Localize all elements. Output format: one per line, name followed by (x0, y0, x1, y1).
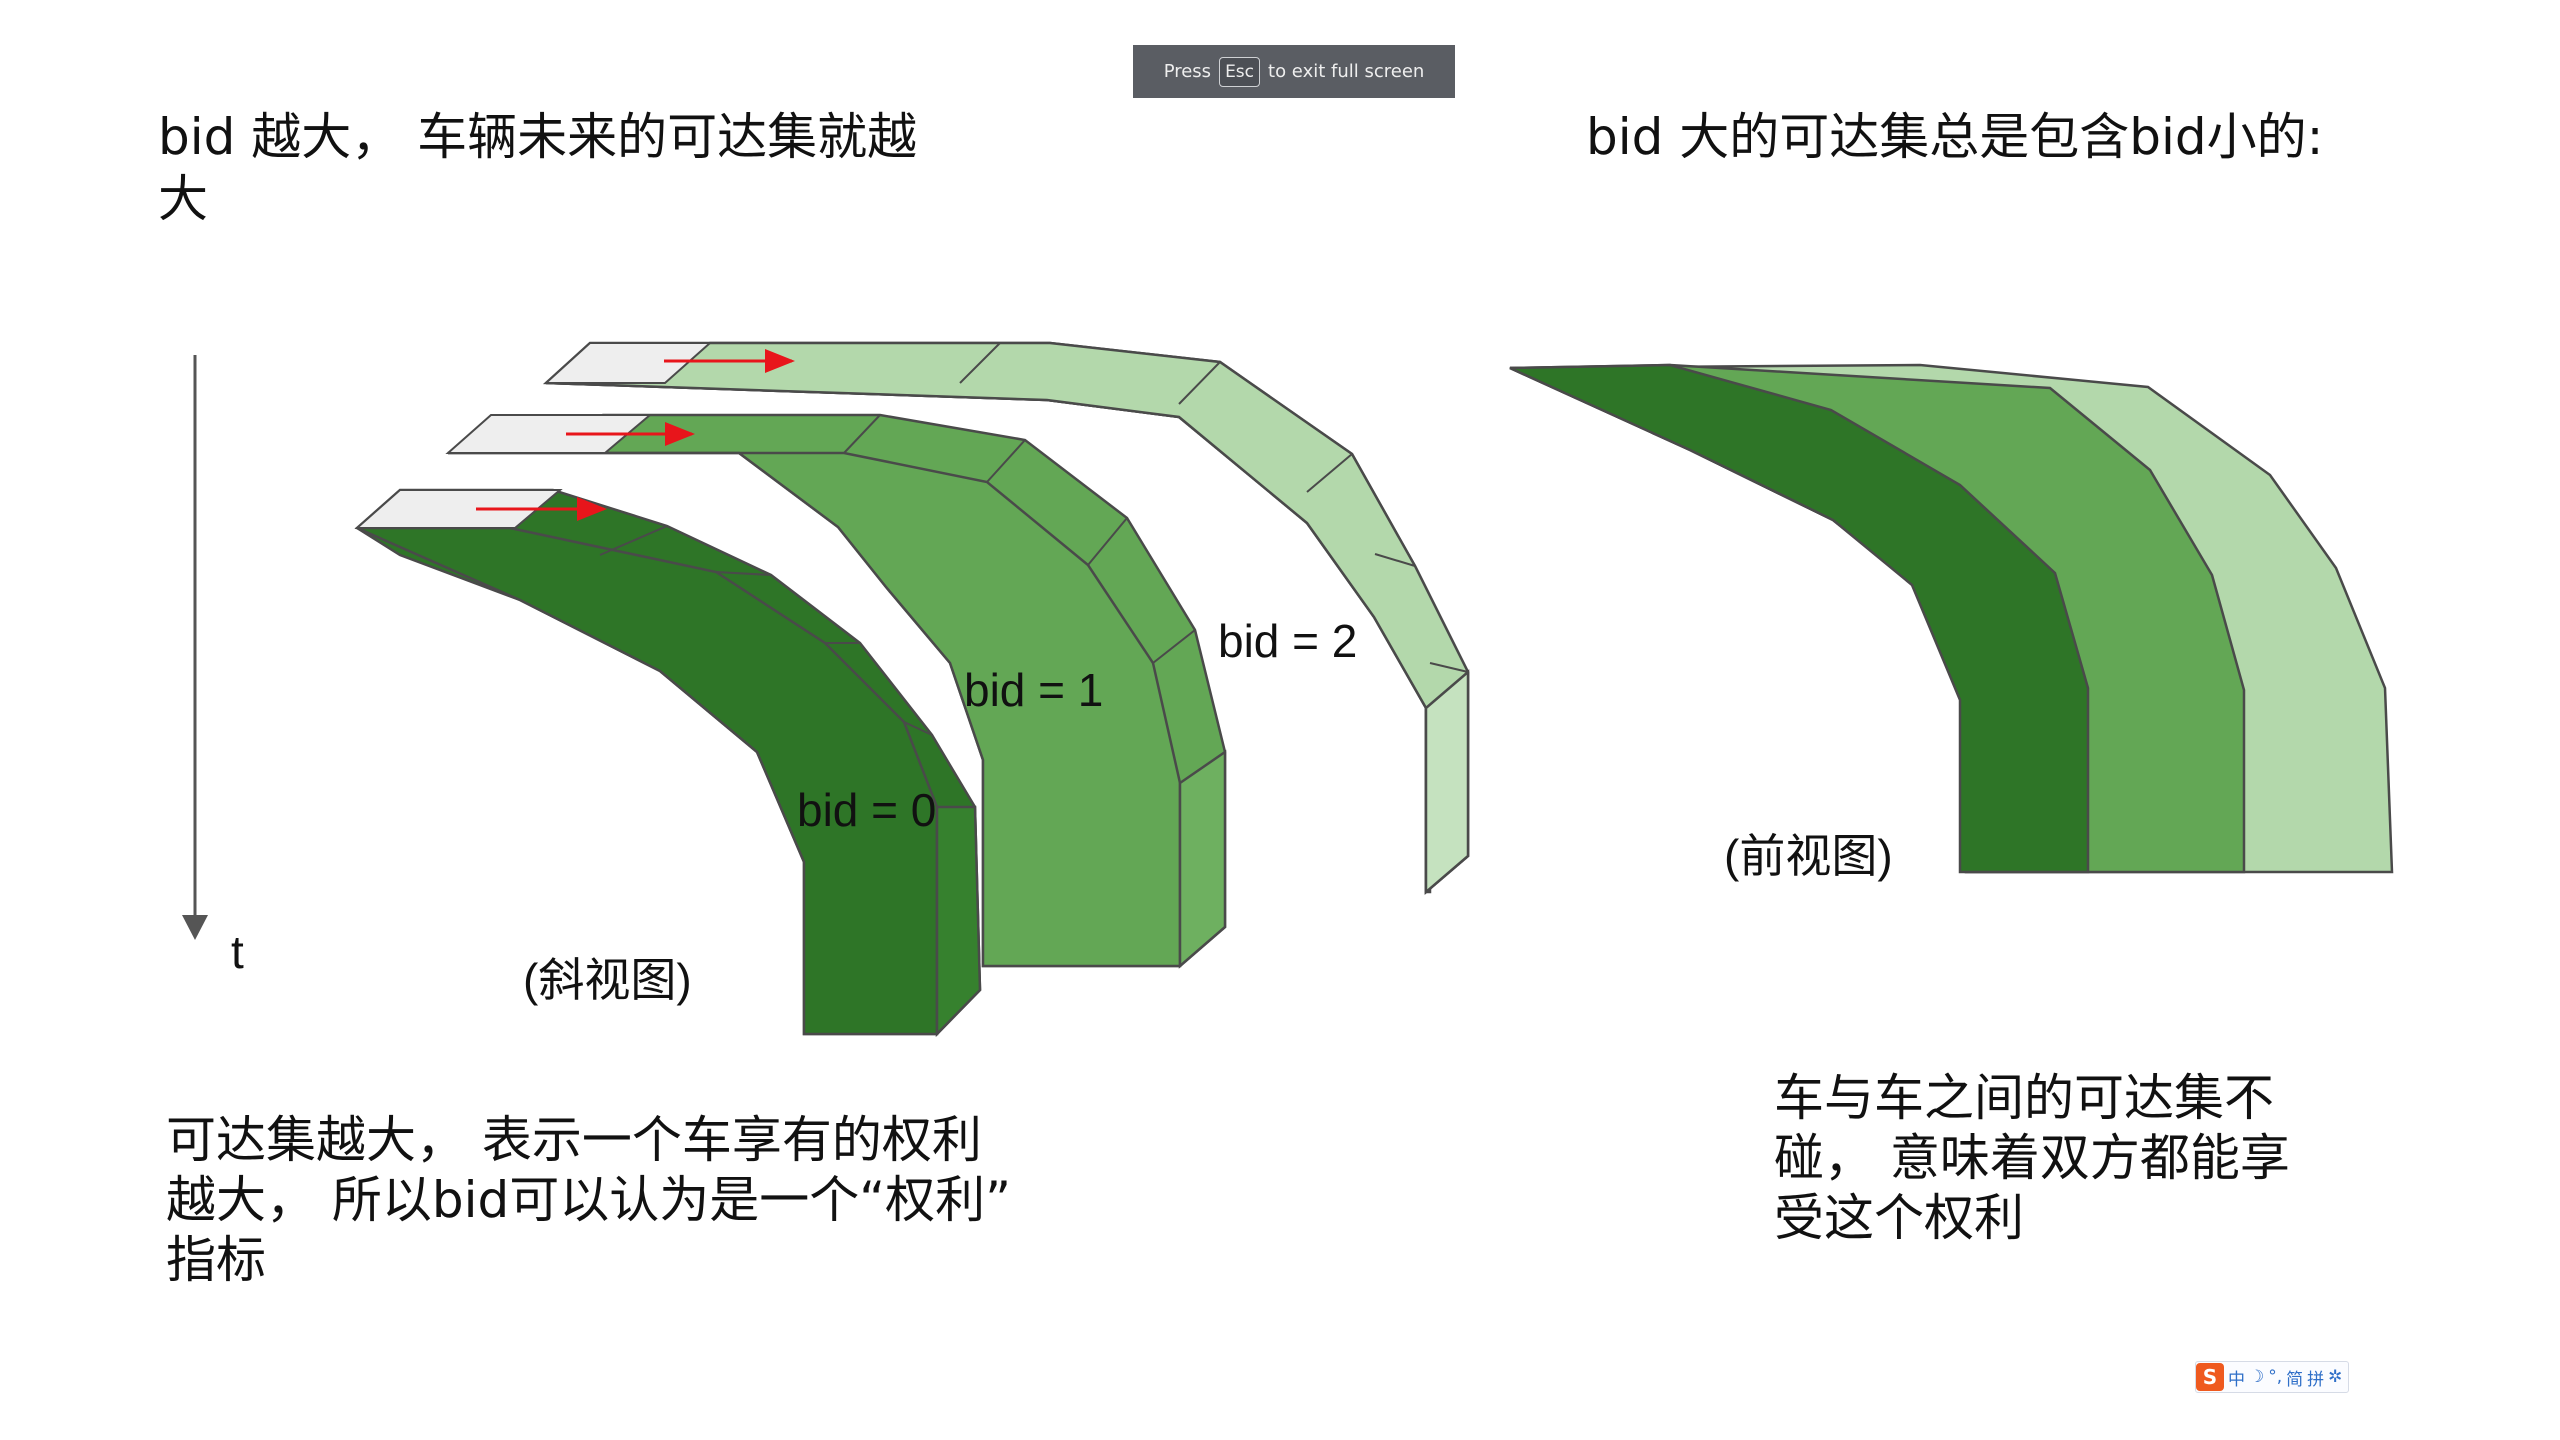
bid-2-edge (1306, 453, 1353, 493)
reachable-set-bid-0-oblique: bid = 0 (354, 488, 982, 1038)
bid-0-start-plate (354, 489, 563, 529)
heading-left: bid 越大， 车辆未来的可达集就越 大 (158, 108, 918, 228)
bid-2-start-plate (543, 342, 713, 384)
ime-pinyin-toggle[interactable]: 拼 (2307, 1369, 2325, 1390)
banner-rest-text: to exit full screen (1268, 61, 1425, 82)
bid-0-label: bid = 0 (797, 784, 936, 836)
ime-moon-icon[interactable]: ☽ (2249, 1367, 2265, 1387)
bid-1-edge (986, 439, 1026, 483)
ime-chinese-mode[interactable]: 中 (2228, 1369, 2245, 1390)
bid-1-edge (1087, 517, 1128, 566)
front-view-caption: (前视图) (1724, 830, 1893, 882)
bid-2-side-face (1424, 669, 1470, 895)
bid-1-top-face (448, 451, 1182, 968)
bid-2-edge (1429, 662, 1469, 673)
bid-2-edge (959, 342, 1001, 384)
bid-0-edge (715, 571, 772, 576)
reachable-set-bid-1-oblique: bid = 1 (445, 413, 1227, 969)
bottom-left-text: 可达集越大， 表示一个车享有的权利 越大， 所以bid可以认为是一个“权利” 指… (166, 1111, 1012, 1289)
time-axis-arrowhead (182, 915, 208, 940)
front-view-bid-0 (1509, 363, 2090, 874)
ime-settings-icon[interactable]: ✲ (2328, 1367, 2343, 1387)
bid-2-edge (1178, 361, 1221, 405)
front-view-diagram (1509, 363, 2394, 874)
bid-0-edge (599, 525, 668, 556)
banner-press-text: Press (1163, 61, 1212, 82)
sogou-logo-icon[interactable]: S (2196, 1363, 2224, 1391)
bid-1-label: bid = 1 (964, 664, 1103, 716)
bid-2-edge (1374, 553, 1416, 567)
ime-punctuation-icon[interactable]: °, (2268, 1367, 2283, 1387)
time-axis-label: t (231, 926, 244, 978)
bid-0-edge (903, 721, 933, 736)
heading-right: bid 大的可达集总是包含bid小的: (1586, 108, 2324, 166)
bid-1-start-plate (445, 414, 653, 454)
bid-1-side-face (1178, 749, 1227, 969)
bottom-right-text: 车与车之间的可达集不 碰， 意味着双方都能享 受这个权利 (1774, 1069, 2290, 1247)
fullscreen-exit-banner: Press Esc to exit full screen (1133, 45, 1455, 98)
oblique-view-caption: (斜视图) (523, 954, 692, 1006)
bid-0-side-face (935, 805, 982, 1038)
ime-toolbar[interactable]: S 中 ☽ °, 简 拼 ✲ (2195, 1361, 2350, 1393)
bid-1-edge (1152, 629, 1196, 664)
bid-2-label: bid = 2 (1218, 615, 1357, 667)
bid-1-edge (843, 414, 881, 454)
time-axis: t (182, 355, 244, 978)
reachable-set-bid-2-oblique: bid = 2 (542, 341, 1470, 895)
esc-key-badge: Esc (1219, 56, 1261, 87)
ime-simplified-toggle[interactable]: 简 (2286, 1369, 2304, 1390)
